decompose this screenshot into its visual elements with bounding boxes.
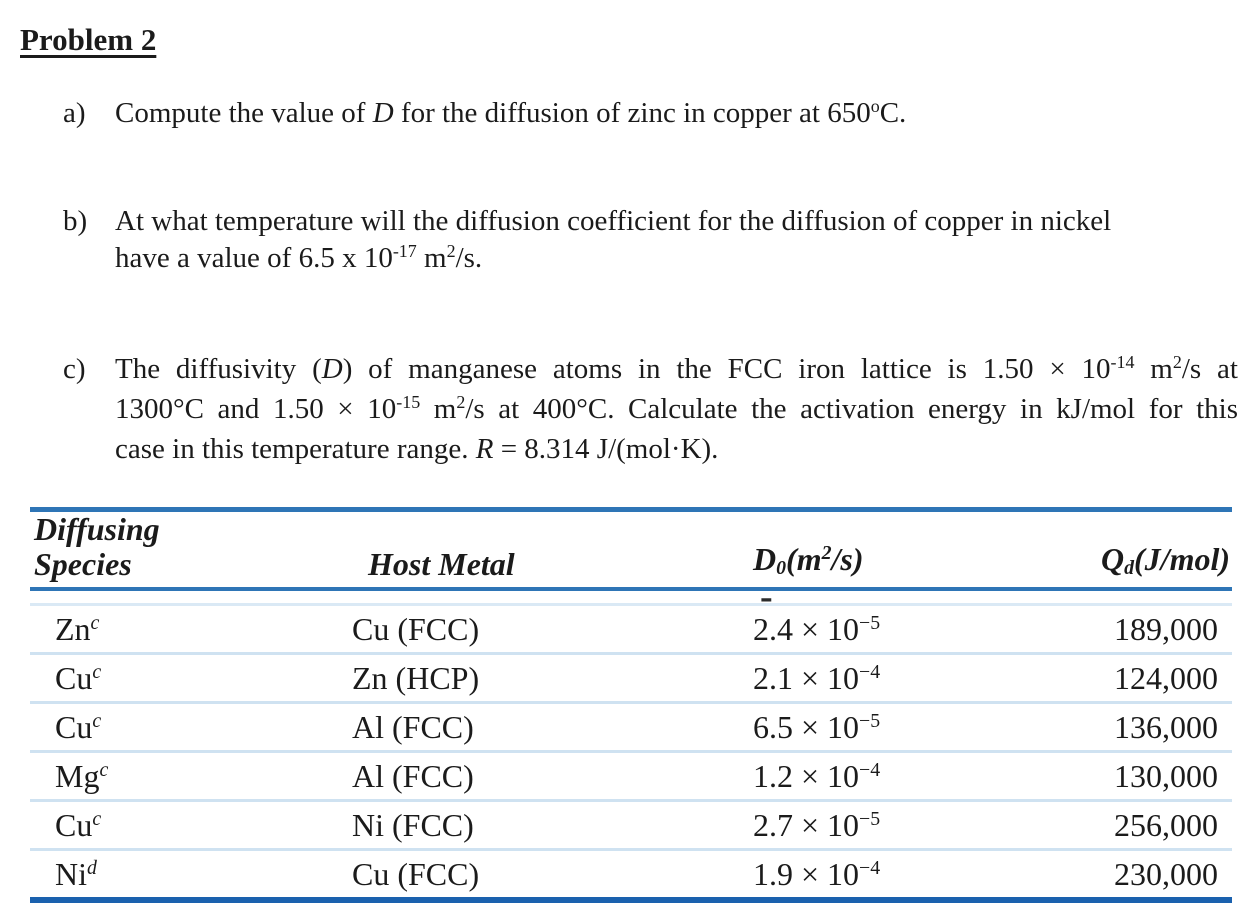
cell-host-metal: Al (FCC) [352,757,474,794]
cell-host-metal: Al (FCC) [352,708,474,745]
problem-a: a) Compute the value of D for the diffus… [63,95,1238,135]
problem-b-line-2: have a value of 6.5 x 10-17 m2/s. [115,241,483,274]
header-gap: - [30,578,1232,616]
cell-d0: 2.7 × 10−5 [753,806,881,843]
cell-host-metal: Zn (HCP) [352,659,480,696]
cell-qd: 230,000 [1114,855,1218,892]
cell-species: Nid [55,855,97,892]
cell-host-metal: Cu (FCC) [352,610,480,647]
table-row: Cuc Zn (HCP) 2.1 × 10−4 124,000 [30,655,1232,704]
diffusion-data-table: Diffusing Species Host Metal D0(m2/s) Qd… [30,507,1232,903]
header-species-line: Species [34,546,132,582]
cell-qd: 130,000 [1114,757,1218,794]
cell-qd: 189,000 [1114,610,1218,647]
cell-species: Znc [55,610,100,647]
problem-c-content: The diffusivity (D) of manganese atoms i… [115,351,1238,468]
cell-host-metal: Cu (FCC) [352,855,480,892]
table-row: Cuc Ni (FCC) 2.7 × 10−5 256,000 [30,802,1232,851]
cell-qd: 256,000 [1114,806,1218,843]
problem-b: b) At what temperature will the diffusio… [63,203,1238,280]
header-diffusing-line: Diffusing [34,511,160,547]
cell-d0: 6.5 × 10−5 [753,708,881,745]
cell-species: Cuc [55,708,102,745]
cell-host-metal: Ni (FCC) [352,806,474,843]
problem-a-label: a) [63,97,86,129]
problem-a-content: Compute the value of D for the diffusion… [115,95,1238,135]
cell-d0: 2.1 × 10−4 [753,659,881,696]
page-title: Problem 2 [20,22,157,57]
cell-species: Mgc [55,757,109,794]
header-light-rule [30,603,1232,606]
header-bottom-rule [30,587,1232,591]
table-body: Znc Cu (FCC) 2.4 × 10−5 189,000 Cuc Zn (HCP) 2… [30,606,1232,897]
problem-c-label: c) [63,353,86,385]
table-row: Nid Cu (FCC) 1.9 × 10−4 230,000 [30,851,1232,897]
header-diffusing-species: Diffusing Species [30,512,352,589]
stray-mark: - [760,576,773,618]
problem-b-label: b) [63,205,88,237]
cell-d0: 2.4 × 10−5 [753,610,881,647]
cell-d0: 1.9 × 10−4 [753,855,881,892]
header-d0: D0(m2/s) [753,541,864,579]
cell-qd: 124,000 [1114,659,1218,696]
cell-qd: 136,000 [1114,708,1218,745]
header-qd: Qd(J/mol) [1100,541,1230,579]
table-row: Znc Cu (FCC) 2.4 × 10−5 189,000 [30,606,1232,655]
cell-d0: 1.2 × 10−4 [753,757,881,794]
problem-c-line-2: 1300°C and 1.50 × 10-15 m2/s at 400°C. C… [115,392,1238,425]
header-host-metal: Host Metal [368,546,515,582]
problem-c: c) The diffusivity (D) of manganese atom… [63,351,1238,468]
problem-c-line-3: case in this temperature range. R = 8.31… [115,433,719,465]
cell-species: Cuc [55,659,102,696]
problem-b-line-1: At what temperature will the diffusion c… [115,205,1112,237]
table-header-row: Diffusing Species Host Metal D0(m2/s) Qd… [30,512,1232,587]
problem-a-line-1: Compute the value of D for the diffusion… [115,96,907,129]
table-bottom-rule [30,897,1232,903]
problem-b-content: At what temperature will the diffusion c… [115,203,1238,280]
table-row: Mgc Al (FCC) 1.2 × 10−4 130,000 [30,753,1232,802]
table-row: Cuc Al (FCC) 6.5 × 10−5 136,000 [30,704,1232,753]
problem-c-line-1: The diffusivity (D) of manganese atoms i… [115,352,1238,385]
table-top-rule [30,507,1232,512]
cell-species: Cuc [55,806,102,843]
